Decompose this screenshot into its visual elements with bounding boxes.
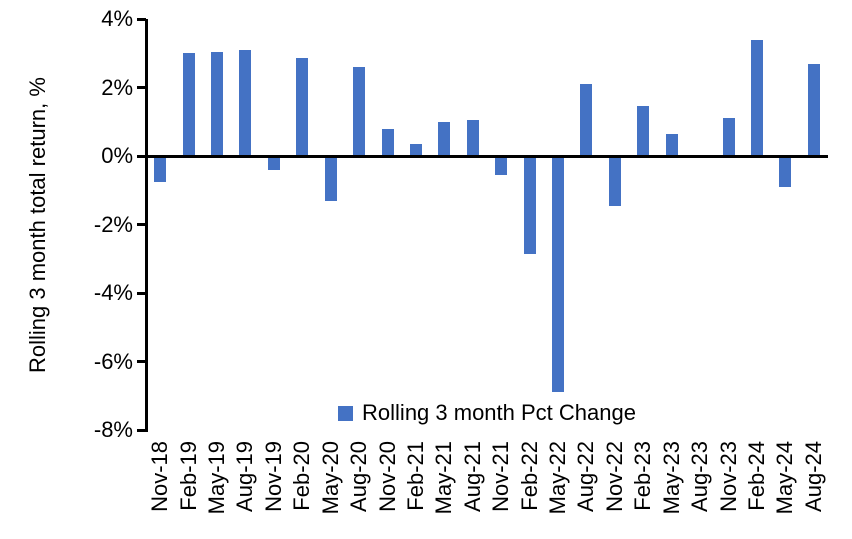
x-tick-label: May-20 [317,441,343,515]
bar [665,133,678,156]
bar [580,84,593,156]
bar [381,128,394,156]
x-tick-label: Feb-23 [630,441,656,511]
x-tick-label: Nov-19 [260,441,286,512]
y-tick-label: -2% [93,211,133,237]
x-tick-label: Aug-19 [232,441,258,512]
x-tick-label: Nov-22 [601,441,627,512]
bar [722,118,735,156]
x-tick-label: May-24 [772,441,798,515]
y-tick-label: 0% [101,143,133,168]
bar [324,156,337,201]
y-tick-mark [137,17,146,21]
bar [438,121,451,156]
x-tick-label: May-19 [204,441,230,515]
legend-label: Rolling 3 month Pct Change [362,400,636,425]
bar [750,39,763,156]
x-tick-label: May-21 [431,441,457,515]
legend-swatch [338,405,354,421]
bar [466,120,479,156]
x-tick-label: Feb-20 [289,441,315,511]
x-tick-label: Feb-22 [516,441,542,511]
bar [267,156,280,170]
y-tick-mark [137,154,146,158]
x-tick-label: Aug-24 [800,441,826,512]
bar [296,58,309,156]
x-tick-label: Nov-20 [374,441,400,512]
x-tick-label: Aug-22 [573,441,599,512]
bar [608,156,621,206]
y-tick-mark [137,291,146,295]
y-tick-label: -6% [93,348,133,374]
y-tick-label: -8% [93,417,133,442]
x-tick-label: Aug-23 [687,441,713,512]
x-axis-zero-line [145,154,828,158]
bar [239,49,252,156]
bar [637,106,650,156]
y-tick-mark [137,86,146,89]
y-tick-label: -4% [93,280,133,305]
bar [523,156,536,254]
y-axis-title: Rolling 3 month total return, % [25,77,50,373]
x-tick-label: Aug-21 [459,441,485,512]
bar [211,51,224,156]
x-tick-label: Nov-21 [488,441,514,512]
legend: Rolling 3 month Pct Change [146,400,828,426]
y-tick-mark [137,223,146,226]
bar [807,63,820,156]
bar [154,156,167,182]
x-tick-label: May-22 [545,441,571,515]
bar [779,156,792,187]
y-tick-label: 2% [101,74,133,100]
x-tick-label: Nov-23 [715,441,741,512]
y-tick-mark [137,428,146,432]
y-tick-mark [137,360,146,363]
x-tick-label: Feb-24 [743,441,769,511]
x-tick-label: Aug-20 [346,441,372,512]
bar [353,66,366,156]
x-tick-label: Nov-18 [147,441,173,512]
x-tick-label: Feb-19 [175,441,201,511]
bar [182,53,195,156]
y-tick-label: 4% [101,6,133,31]
bar [552,156,565,393]
bar [409,144,422,156]
bar [495,156,508,175]
y-axis-line [145,19,148,432]
x-tick-label: Feb-21 [402,441,428,511]
x-tick-label: May-23 [658,441,684,515]
